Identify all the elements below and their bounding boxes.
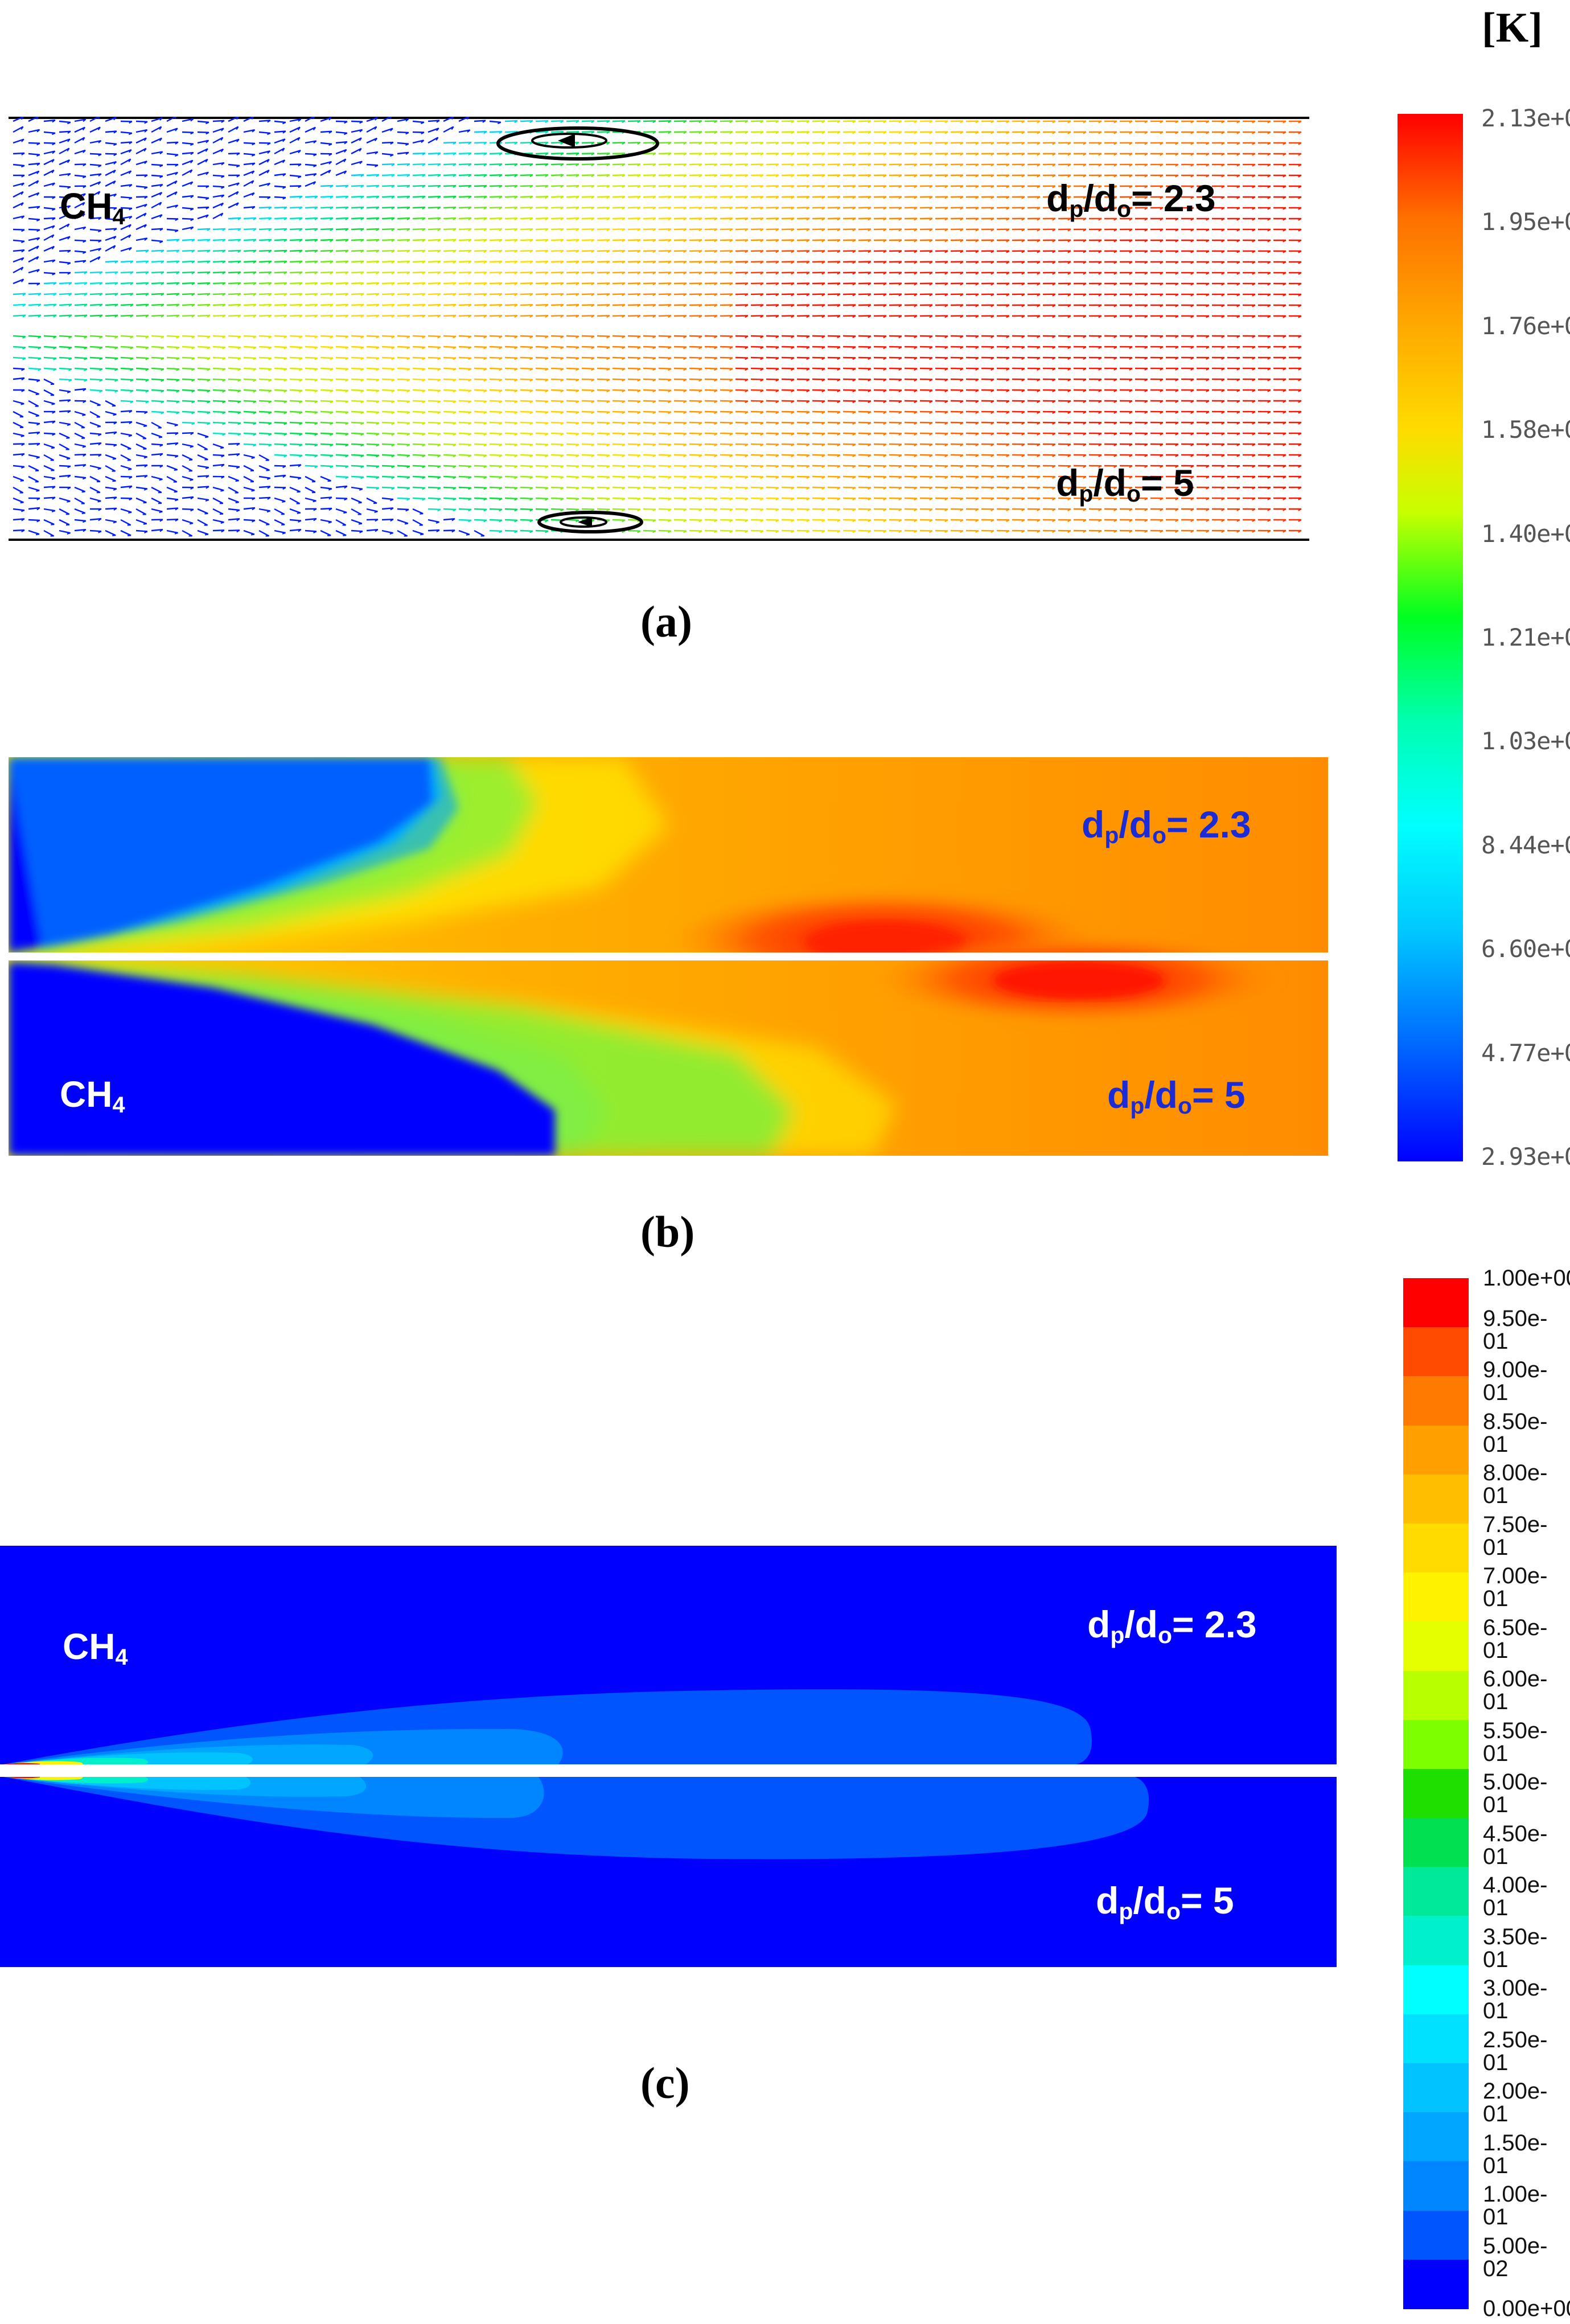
- fraction-tick-label: 6.00e-01: [1483, 1666, 1548, 1714]
- ratio-label-c-top: dp/do= 2.3: [1087, 1603, 1257, 1649]
- fraction-color-band: [1403, 1818, 1469, 1868]
- caption-b: (b): [640, 1207, 695, 1257]
- caption-a: (a): [640, 597, 692, 646]
- temperature-tick-label: 1.95e+03: [1481, 208, 1570, 236]
- fraction-tick-label: 9.50e-01: [1483, 1305, 1548, 1354]
- fraction-color-band: [1403, 1719, 1469, 1769]
- ratio-label-b-top: dp/do= 2.3: [1082, 803, 1251, 849]
- fraction-tick-label: 2.00e-01: [1483, 2079, 1548, 2126]
- species-label-a: CH4: [60, 186, 125, 229]
- recirculation-ellipse-top: [496, 126, 659, 161]
- fraction-tick-label: 9.00e-01: [1483, 1357, 1548, 1405]
- caption-c: (c): [640, 2058, 690, 2108]
- fraction-color-band: [1403, 1621, 1469, 1672]
- fraction-tick-label: 6.50e-01: [1483, 1615, 1548, 1663]
- fraction-color-band: [1403, 1916, 1469, 1966]
- temperature-tick-label: 6.60e+02: [1481, 935, 1570, 963]
- fraction-contour-map: [0, 1546, 1337, 1967]
- fraction-tick-label: 5.00e-02: [1483, 2233, 1548, 2281]
- temperature-tick-label: 1.40e+03: [1481, 519, 1570, 548]
- fraction-tick-label: 8.50e-01: [1483, 1409, 1548, 1457]
- species-label-b: CH4: [60, 1074, 125, 1118]
- fraction-color-band: [1403, 1376, 1469, 1426]
- fraction-tick-label: 7.50e-01: [1483, 1512, 1548, 1560]
- temperature-tick-label: 1.76e+03: [1481, 311, 1570, 340]
- temperature-tick-label: 4.77e+02: [1481, 1038, 1570, 1067]
- fraction-color-band: [1403, 1965, 1469, 2015]
- ratio-label-b-bottom: dp/do= 5: [1107, 1074, 1246, 1119]
- fraction-color-band: [1403, 2063, 1469, 2113]
- fraction-color-band: [1403, 1768, 1469, 1819]
- fraction-colorbar: [1403, 1278, 1469, 2309]
- fraction-tick-label: 2.50e-01: [1483, 2027, 1548, 2075]
- temperature-contour-panel: [9, 757, 1328, 1156]
- fraction-color-band: [1403, 1278, 1469, 1328]
- fraction-tick-label: 1.00e+00: [1483, 1266, 1570, 1291]
- temperature-colorbar: [1398, 114, 1463, 1161]
- fraction-tick-label: 4.50e-01: [1483, 1821, 1548, 1869]
- temperature-tick-label: 1.03e+03: [1481, 727, 1570, 755]
- ratio-label-a-top: dp/do= 2.3: [1046, 177, 1216, 223]
- fraction-color-band: [1403, 2014, 1469, 2064]
- fraction-color-band: [1403, 1425, 1469, 1475]
- fraction-color-band: [1403, 2210, 1469, 2260]
- fraction-color-band: [1403, 2161, 1469, 2211]
- fraction-tick-label: 3.50e-01: [1483, 1924, 1548, 1972]
- recirculation-ellipse-bottom: [537, 511, 643, 533]
- flow-arrow-icon: [558, 134, 575, 147]
- ratio-label-c-bottom: dp/do= 5: [1096, 1879, 1234, 1925]
- vector-plot-panel: [9, 117, 1309, 541]
- fraction-tick-label: 8.00e-01: [1483, 1460, 1548, 1508]
- fraction-color-band: [1403, 2259, 1469, 2309]
- fraction-tick-label: 1.50e-01: [1483, 2130, 1548, 2178]
- temperature-unit: [K]: [1482, 5, 1543, 51]
- temperature-tick-label: 2.93e+02: [1481, 1143, 1570, 1171]
- temperature-tick-label: 1.58e+03: [1481, 416, 1570, 444]
- ratio-label-a-bottom: dp/do= 5: [1056, 462, 1194, 507]
- fraction-color-band: [1403, 2112, 1469, 2162]
- species-label-c: CH4: [63, 1626, 128, 1670]
- fraction-color-band: [1403, 1327, 1469, 1377]
- temperature-tick-label: 8.44e+02: [1481, 831, 1570, 859]
- fraction-color-band: [1403, 1867, 1469, 1917]
- fraction-color-band: [1403, 1523, 1469, 1574]
- temperature-tick-label: 1.21e+03: [1481, 623, 1570, 651]
- velocity-vector-field: [9, 117, 1309, 541]
- temperature-contour-map: [9, 757, 1328, 1156]
- fraction-tick-label: 4.00e-01: [1483, 1873, 1548, 1920]
- fraction-color-band: [1403, 1474, 1469, 1524]
- fraction-contour-panel: [0, 1546, 1337, 1967]
- fraction-tick-label: 5.00e-01: [1483, 1769, 1548, 1817]
- fraction-color-band: [1403, 1670, 1469, 1721]
- fraction-tick-label: 1.00e-01: [1483, 2182, 1548, 2229]
- fraction-tick-label: 7.00e-01: [1483, 1563, 1548, 1611]
- fraction-tick-label: 5.50e-01: [1483, 1718, 1548, 1766]
- fraction-tick-label: 3.00e-01: [1483, 1976, 1548, 2023]
- fraction-color-band: [1403, 1572, 1469, 1623]
- temperature-tick-label: 2.13e+03: [1481, 104, 1570, 132]
- fraction-tick-label: 0.00e+00: [1483, 2296, 1570, 2321]
